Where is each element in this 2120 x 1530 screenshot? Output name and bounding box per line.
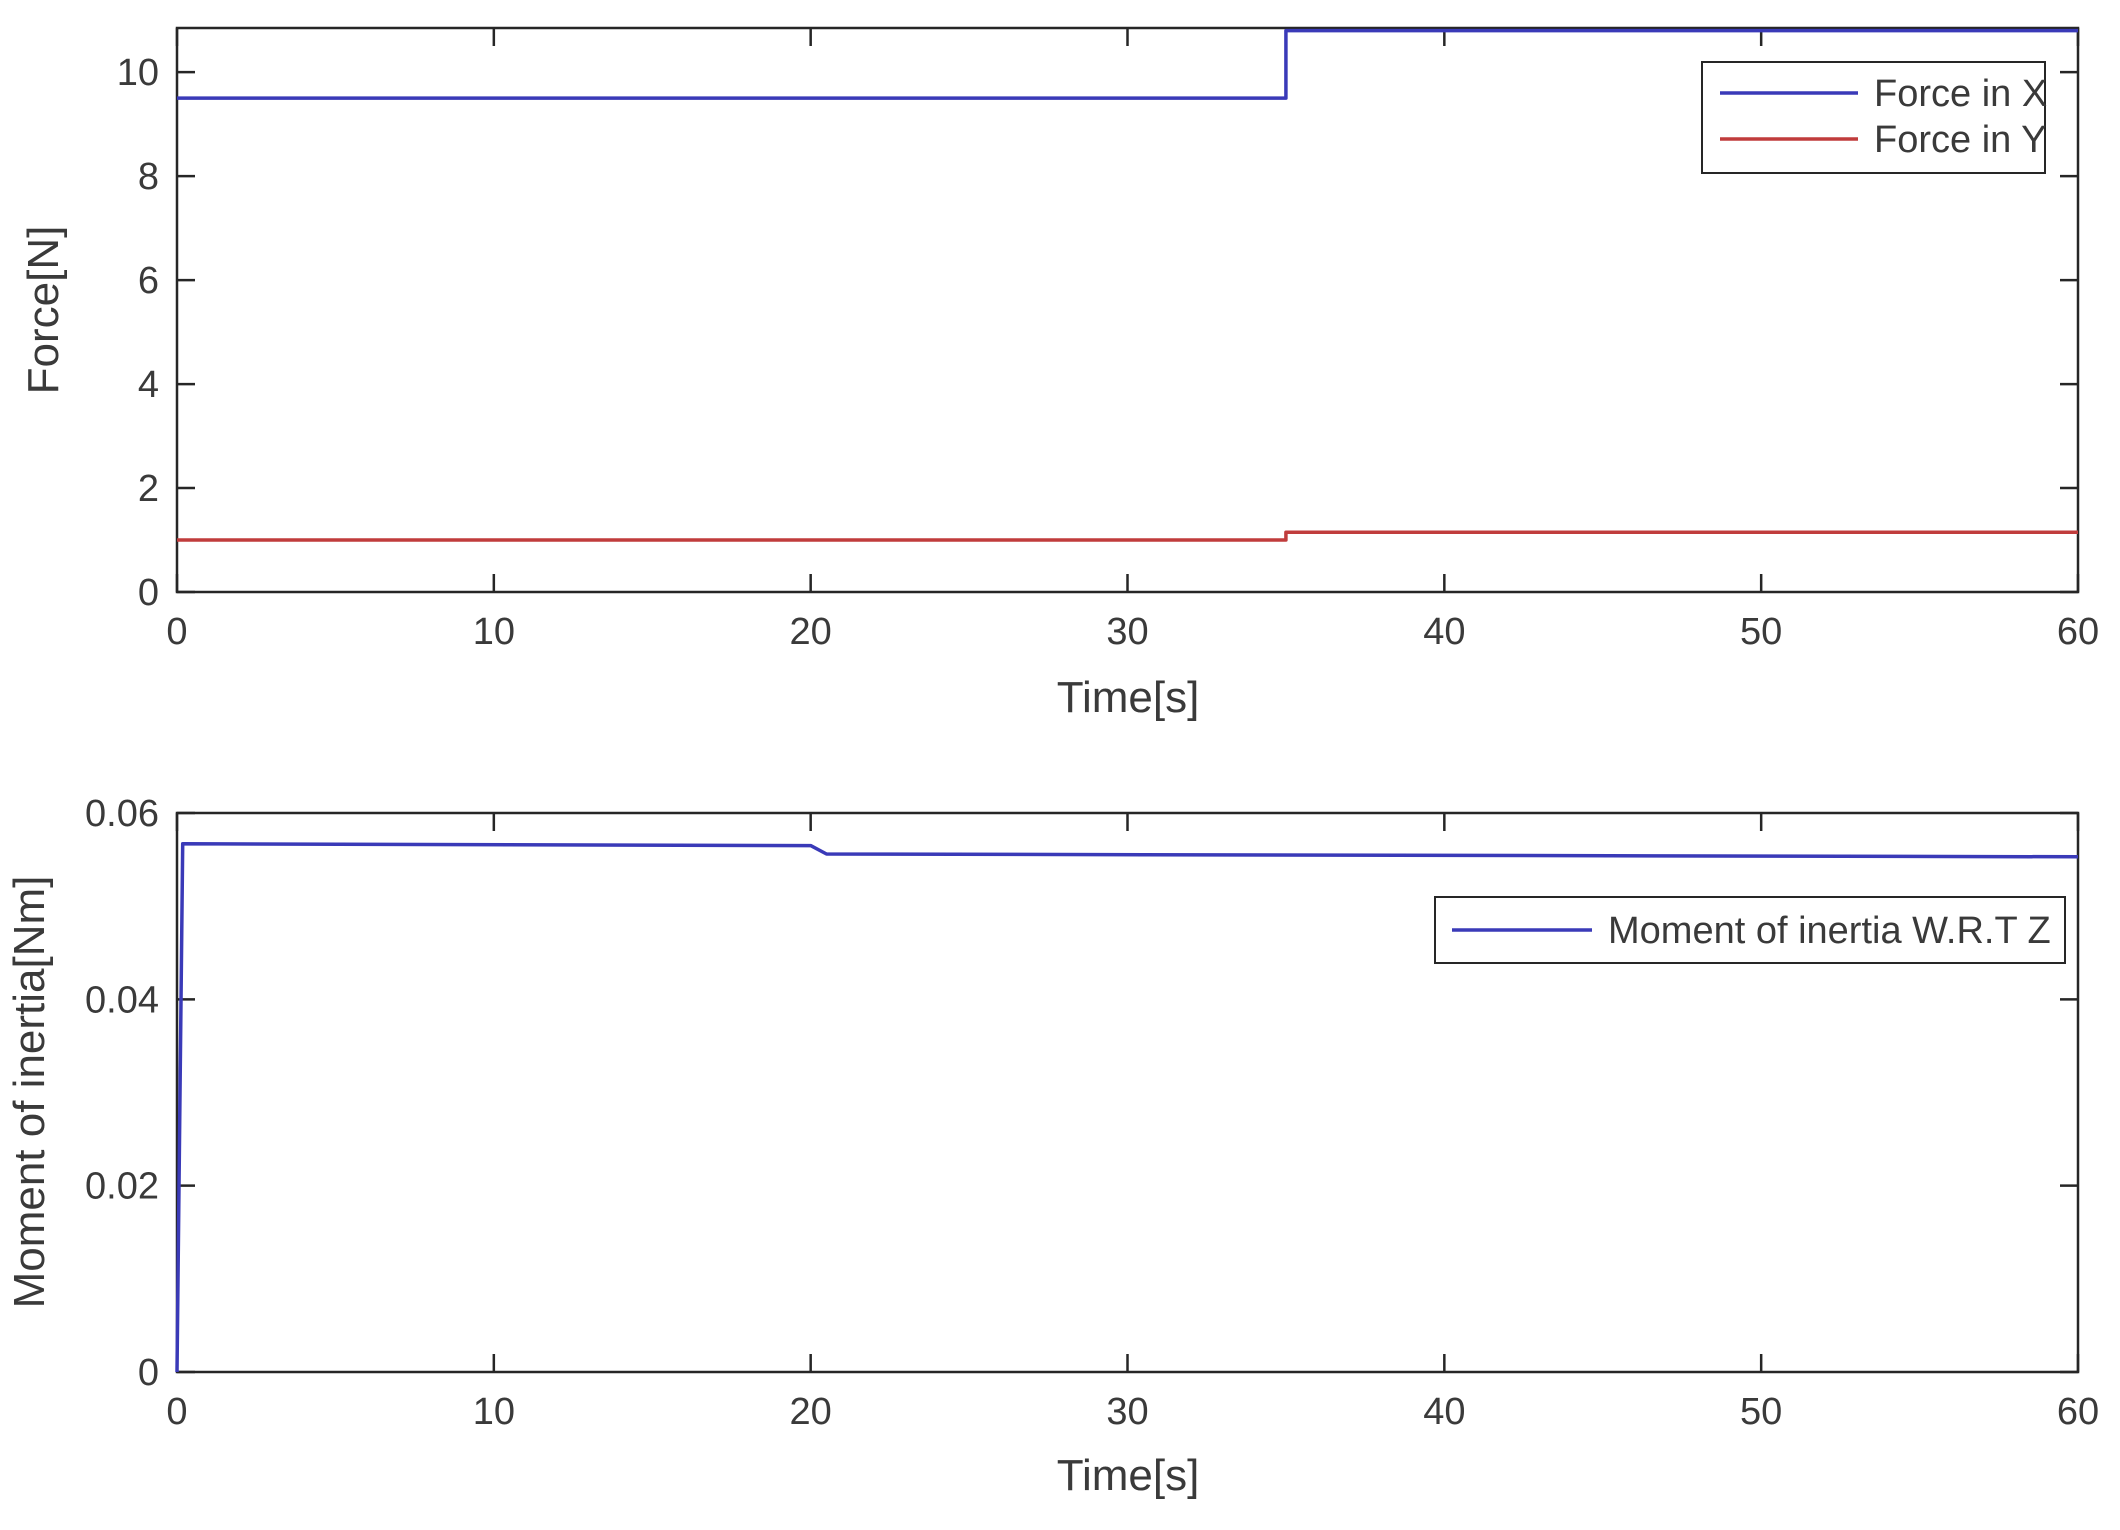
- x-tick-label: 60: [2057, 611, 2099, 653]
- y-tick-label: 0.06: [85, 793, 159, 835]
- legend: Moment of inertia W.R.T Z: [1434, 896, 2066, 964]
- y-tick-label: 10: [117, 52, 159, 94]
- x-tick-label: 0: [166, 611, 187, 653]
- y-tick-label: 6: [138, 260, 159, 302]
- legend: Force in X Force in Y: [1701, 61, 2047, 174]
- force-plot: 0 10 20 30 40 50 60 0 2 4 6 8 10 Time[s] Force[N] Fo…: [19, 26, 2099, 722]
- y-axis-label: Force[N]: [19, 226, 68, 395]
- x-tick-label: 10: [473, 611, 515, 653]
- force-in-x-line: [177, 28, 2078, 100]
- y-tick-label: 4: [138, 364, 159, 406]
- x-tick-label: 40: [1423, 611, 1465, 653]
- x-tick-label: 40: [1423, 1391, 1465, 1433]
- x-tick-label: 30: [1106, 611, 1148, 653]
- x-tick-label: 0: [166, 1391, 187, 1433]
- x-tick-label: 10: [473, 1391, 515, 1433]
- x-tick-label: 60: [2057, 1391, 2099, 1433]
- x-axis-label: Time[s]: [1057, 673, 1200, 722]
- ticks-layer: 0 10 20 30 40 50 60 0 2 4 6 8 10: [117, 28, 2099, 653]
- y-tick-label: 2: [138, 468, 159, 510]
- x-tick-label: 20: [790, 611, 832, 653]
- y-tick-label: 8: [138, 156, 159, 198]
- x-tick-label: 20: [790, 1391, 832, 1433]
- x-tick-label: 50: [1740, 1391, 1782, 1433]
- legend-label-force-x: Force in X: [1874, 73, 2047, 115]
- legend-label-moment: Moment of inertia W.R.T Z: [1608, 910, 2051, 952]
- y-tick-label: 0: [138, 1352, 159, 1394]
- force-in-y-line: [177, 530, 2078, 542]
- moment-of-inertia-line: [175, 841, 2079, 1373]
- legend-box: [1701, 61, 2046, 174]
- x-axis-label: Time[s]: [1057, 1451, 1200, 1500]
- y-axis-label: Moment of inertia[Nm]: [5, 876, 54, 1309]
- legend-label-force-y: Force in Y: [1874, 119, 2046, 161]
- x-tick-label: 50: [1740, 611, 1782, 653]
- moment-of-inertia-plot: 0 10 20 30 40 50 60 0 0.02 0.04 0.06 Time[s] Momen…: [5, 793, 2099, 1500]
- x-tick-label: 30: [1106, 1391, 1148, 1433]
- y-tick-label: 0.02: [85, 1166, 159, 1208]
- y-tick-label: 0.04: [85, 979, 159, 1021]
- ticks-layer: 0 10 20 30 40 50 60 0 0.02 0.04 0.06: [85, 793, 2099, 1433]
- y-tick-label: 0: [138, 572, 159, 614]
